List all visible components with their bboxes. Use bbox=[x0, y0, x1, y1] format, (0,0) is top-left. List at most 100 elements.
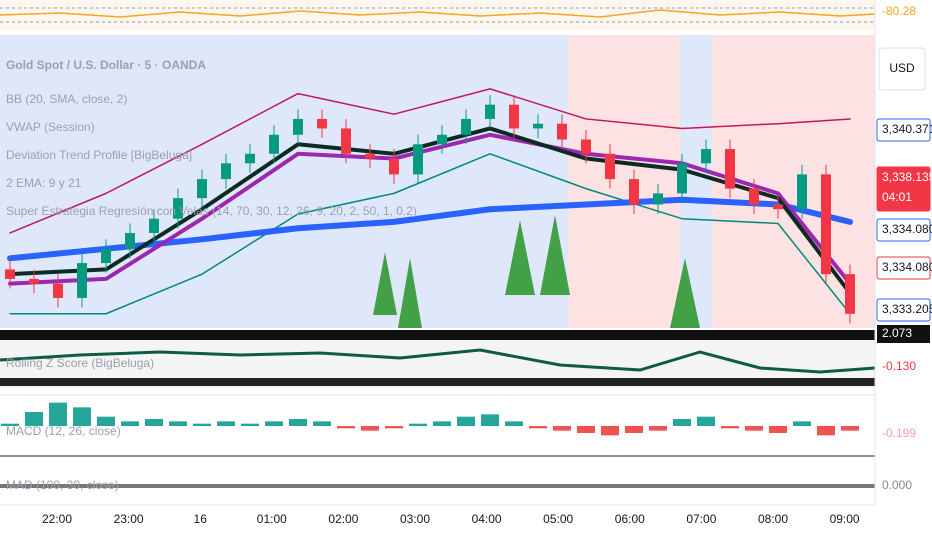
signal-triangle bbox=[670, 258, 700, 328]
macd-bar bbox=[577, 426, 595, 433]
indicator-line bbox=[7, 196, 853, 262]
macd-bar bbox=[361, 426, 379, 431]
macd-bar bbox=[721, 426, 739, 429]
axis-label-box bbox=[877, 3, 930, 21]
macd-bar bbox=[697, 416, 715, 426]
candle-body bbox=[221, 163, 231, 180]
macd-bar bbox=[793, 421, 811, 426]
macd-bar bbox=[769, 426, 787, 433]
candle-body bbox=[365, 153, 375, 159]
candle-body bbox=[557, 123, 567, 140]
osc-line bbox=[0, 9, 876, 18]
macd-plot bbox=[1, 402, 859, 436]
x-tick-label: 23:00 bbox=[114, 512, 144, 526]
macd-bar bbox=[97, 416, 115, 426]
macd-bar bbox=[217, 421, 235, 426]
macd-bar bbox=[625, 426, 643, 433]
candle-body bbox=[413, 144, 423, 175]
candle-body bbox=[677, 163, 687, 194]
candle-body bbox=[437, 134, 447, 145]
macd-bar bbox=[409, 423, 427, 426]
candle-body bbox=[101, 248, 111, 264]
price-label: 3,333.205 bbox=[882, 302, 932, 316]
axis-label: -80.28 bbox=[882, 4, 916, 18]
axis-label: 2.073 bbox=[882, 326, 912, 340]
macd-bar bbox=[337, 426, 355, 429]
currency-button[interactable] bbox=[878, 47, 926, 91]
candle-body bbox=[173, 198, 183, 219]
indicator-line bbox=[9, 88, 851, 234]
signal-triangle bbox=[540, 215, 570, 295]
price-label: 3,334.080 bbox=[882, 222, 932, 236]
legend-entry: Deviation Trend Profile [BigBeluga] bbox=[6, 148, 192, 162]
oscillator-panel bbox=[0, 0, 875, 30]
price-label: 3,338.135 bbox=[882, 170, 932, 184]
legend-entry: 2 EMA: 9 y 21 bbox=[6, 176, 82, 190]
x-tick-label: 06:00 bbox=[615, 512, 645, 526]
x-tick-label: 01:00 bbox=[257, 512, 287, 526]
price-label-box bbox=[876, 298, 931, 322]
macd-bar bbox=[673, 419, 691, 426]
main-plot bbox=[5, 88, 855, 324]
x-tick-label: 02:00 bbox=[328, 512, 358, 526]
macd-bar bbox=[289, 419, 307, 426]
signal-triangle bbox=[373, 252, 397, 315]
macd-bar bbox=[505, 421, 523, 426]
price-label-box bbox=[876, 166, 931, 212]
candle-body bbox=[749, 188, 759, 205]
candle-body bbox=[29, 278, 39, 284]
x-tick-label: 09:00 bbox=[830, 512, 860, 526]
macd-bar bbox=[385, 426, 403, 429]
candle-body bbox=[845, 274, 855, 314]
macd-bar bbox=[49, 402, 67, 426]
macd-bar bbox=[169, 421, 187, 426]
mad-title: MAD (100, 30, close) bbox=[6, 478, 119, 492]
candle-body bbox=[605, 153, 615, 180]
candle-body bbox=[773, 204, 783, 210]
macd-title: MACD (12, 26, close) bbox=[6, 424, 121, 438]
price-labels: 3,340.371 3,338.135 3,334.080 3,334.080 3,33… bbox=[876, 3, 932, 495]
candle-body bbox=[245, 153, 255, 164]
macd-bar bbox=[1, 423, 19, 426]
macd-bar bbox=[649, 426, 667, 431]
macd-bar bbox=[313, 421, 331, 426]
candle-body bbox=[629, 179, 639, 205]
macd-bar bbox=[553, 426, 571, 431]
macd-bar bbox=[121, 421, 139, 426]
macd-bar bbox=[817, 426, 835, 436]
x-tick-label: 04:00 bbox=[472, 512, 502, 526]
macd-bar bbox=[265, 421, 283, 426]
candle-body bbox=[293, 118, 303, 135]
candle-body bbox=[269, 134, 279, 154]
currency[interactable]: USD bbox=[889, 61, 915, 75]
price-label: 3,334.080 bbox=[882, 260, 932, 274]
signal-triangle bbox=[505, 220, 535, 295]
x-tick-label: 16 bbox=[194, 512, 208, 526]
macd-bar bbox=[745, 426, 763, 431]
x-tick-label: 08:00 bbox=[758, 512, 788, 526]
panel-separator bbox=[0, 330, 875, 340]
legend-entry: BB (20, SMA, close, 2) bbox=[6, 92, 127, 106]
axis-label-box bbox=[877, 425, 930, 443]
candle-body bbox=[581, 139, 591, 154]
macd-bar bbox=[193, 423, 211, 426]
candle-body bbox=[797, 174, 807, 210]
candle-body bbox=[533, 123, 543, 129]
axis-label: -0.130 bbox=[882, 359, 916, 373]
legend-entry: Super Estrategia Regresión con Velas (14… bbox=[6, 204, 417, 218]
candle-body bbox=[197, 179, 207, 199]
candle-body bbox=[701, 149, 711, 164]
macd-bar bbox=[241, 423, 259, 426]
macd-bar bbox=[529, 426, 547, 429]
macd-bar bbox=[601, 426, 619, 436]
axis-label: -0.199 bbox=[882, 426, 916, 440]
signals bbox=[373, 215, 700, 328]
macd-bar bbox=[145, 419, 163, 426]
candle-body bbox=[485, 104, 495, 119]
macd-bar bbox=[433, 421, 451, 426]
axis-label-box bbox=[877, 358, 930, 376]
candle-body bbox=[317, 118, 327, 129]
macd-bar bbox=[25, 412, 43, 426]
